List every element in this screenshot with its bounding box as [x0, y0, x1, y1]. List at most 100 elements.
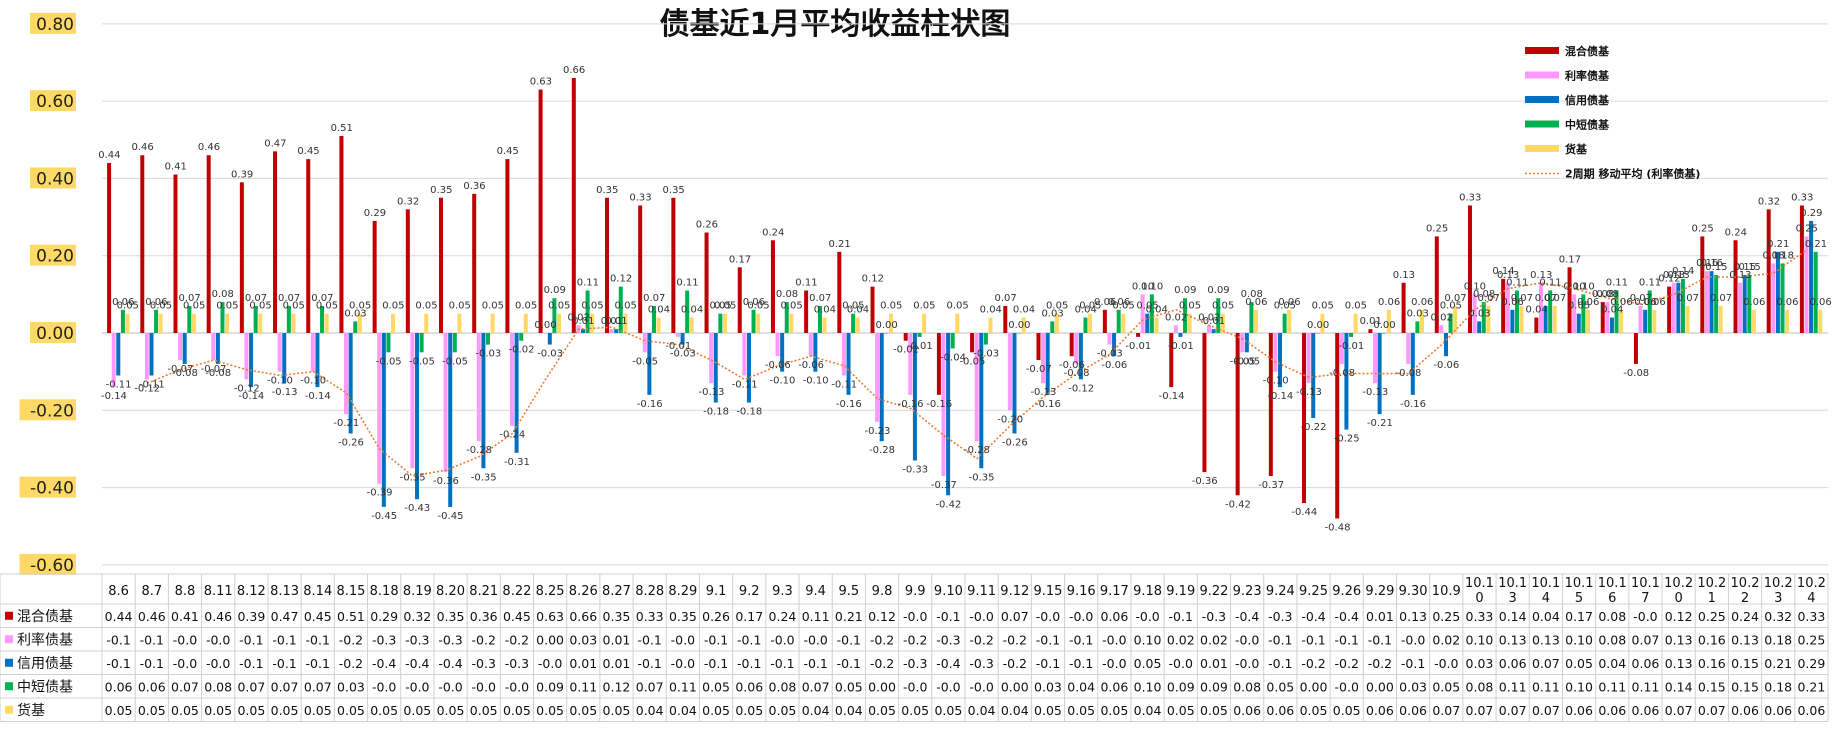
table-cell: -0.1 [1401, 656, 1425, 671]
bar [125, 313, 130, 333]
data-label: 0.05 [1046, 301, 1068, 312]
table-cell: 0.13 [1665, 632, 1693, 647]
table-cell: -0.0 [505, 679, 529, 694]
category-label: 10.2 [1764, 576, 1793, 591]
table-cell: 0.09 [536, 679, 564, 694]
bar [211, 333, 216, 361]
data-label: -0.05 [1234, 356, 1260, 367]
data-label: 0.01 [1360, 316, 1382, 327]
data-label: -0.16 [1400, 399, 1426, 410]
table-cell: 0.33 [1466, 609, 1494, 624]
bar [476, 333, 481, 442]
data-label: -0.18 [736, 407, 762, 418]
category-label: 8.15 [336, 584, 365, 599]
table-cell: 0.02 [1200, 632, 1228, 647]
bar [1320, 313, 1325, 333]
bar [1021, 317, 1026, 333]
table-cell: 0.35 [603, 609, 631, 624]
bar [770, 240, 775, 333]
category-label: 10.1 [1498, 576, 1527, 591]
table-cell: 0.07 [1499, 703, 1527, 718]
table-cell: -0.1 [837, 656, 861, 671]
bar [979, 333, 984, 469]
legend-key [1525, 96, 1559, 103]
table-cell: 0.06 [1366, 703, 1394, 718]
table-cell: 0.08 [1233, 679, 1261, 694]
y-tick-label: 0.40 [36, 169, 74, 189]
data-label: -0.05 [409, 356, 435, 367]
data-label: -0.01 [1168, 341, 1194, 352]
data-label: 0.46 [198, 142, 220, 153]
tick-label-highlight [30, 167, 76, 189]
table-cell: -0.1 [704, 632, 728, 647]
bar [884, 333, 889, 334]
table-cell: 0.05 [437, 703, 465, 718]
data-label: 0.04 [847, 305, 869, 316]
bar [1017, 333, 1022, 334]
data-label: 0.24 [762, 227, 784, 238]
data-label: 0.11 [577, 277, 599, 288]
table-cell: 0.66 [569, 609, 597, 624]
data-label: 0.10 [1141, 281, 1163, 292]
y-tick-label: 0.20 [36, 247, 74, 267]
data-label: 0.11 [1506, 277, 1528, 288]
table-cell: 0.06 [1233, 703, 1261, 718]
bar [1088, 313, 1093, 333]
table-cell: -0.3 [969, 656, 993, 671]
bar [1202, 333, 1207, 473]
table-cell: -0.0 [372, 679, 396, 694]
tick-label-highlight [19, 399, 76, 421]
data-label: -0.45 [371, 511, 397, 522]
table-cell: 0.06 [1632, 656, 1660, 671]
bar [903, 333, 908, 341]
table-cell: 0.07 [1001, 609, 1029, 624]
data-label: 0.07 [245, 293, 267, 304]
data-label: 0.16 [1696, 258, 1718, 269]
data-label: 0.04 [1146, 305, 1168, 316]
bar [306, 159, 311, 333]
data-label: 0.18 [1762, 250, 1784, 261]
y-axis: 0.80 0.60 0.40 0.20 0.00 -0.20 -0.40 -0.60 [19, 12, 76, 576]
data-label: 0.04 [648, 305, 670, 316]
bar [149, 333, 154, 376]
bar [1145, 313, 1150, 333]
category-label-cont: 3 [1509, 591, 1517, 606]
table-cell: -0.3 [405, 632, 429, 647]
table-cell: 0.06 [1764, 703, 1792, 718]
bar [642, 333, 647, 353]
table-cell: -0.1 [272, 632, 296, 647]
category-label-cont: 0 [1475, 591, 1483, 606]
table-cell: 0.18 [1764, 679, 1792, 694]
category-label: 10.9 [1432, 584, 1461, 599]
table-cell: 0.04 [636, 703, 664, 718]
table-cell: 0.07 [237, 679, 265, 694]
bar [875, 333, 880, 422]
table-cell: -0.0 [936, 679, 960, 694]
data-label: 0.13 [1497, 270, 1519, 281]
data-label: 0.12 [862, 274, 884, 285]
bar [941, 333, 946, 476]
data-label: 0.05 [1136, 301, 1158, 312]
bar [988, 317, 993, 333]
data-label: 0.05 [283, 301, 305, 312]
table-cell: 0.02 [1167, 632, 1195, 647]
bar [1652, 309, 1657, 333]
data-label: 0.05 [150, 301, 172, 312]
bar [1169, 333, 1174, 388]
bar [604, 197, 609, 333]
data-label: 0.05 [415, 301, 437, 312]
y-tick-label: -0.60 [30, 556, 74, 576]
data-label: 0.06 [1644, 297, 1666, 308]
bar [851, 313, 856, 333]
bar [1349, 333, 1354, 337]
bar [804, 290, 809, 333]
bar [1709, 271, 1714, 333]
data-label: -0.06 [1059, 360, 1085, 371]
bar [173, 174, 178, 333]
category-label: 9.22 [1199, 584, 1228, 599]
bar [922, 313, 927, 333]
data-label: 0.05 [581, 301, 603, 312]
table-cell: -0.0 [1069, 609, 1093, 624]
bar [439, 197, 444, 333]
